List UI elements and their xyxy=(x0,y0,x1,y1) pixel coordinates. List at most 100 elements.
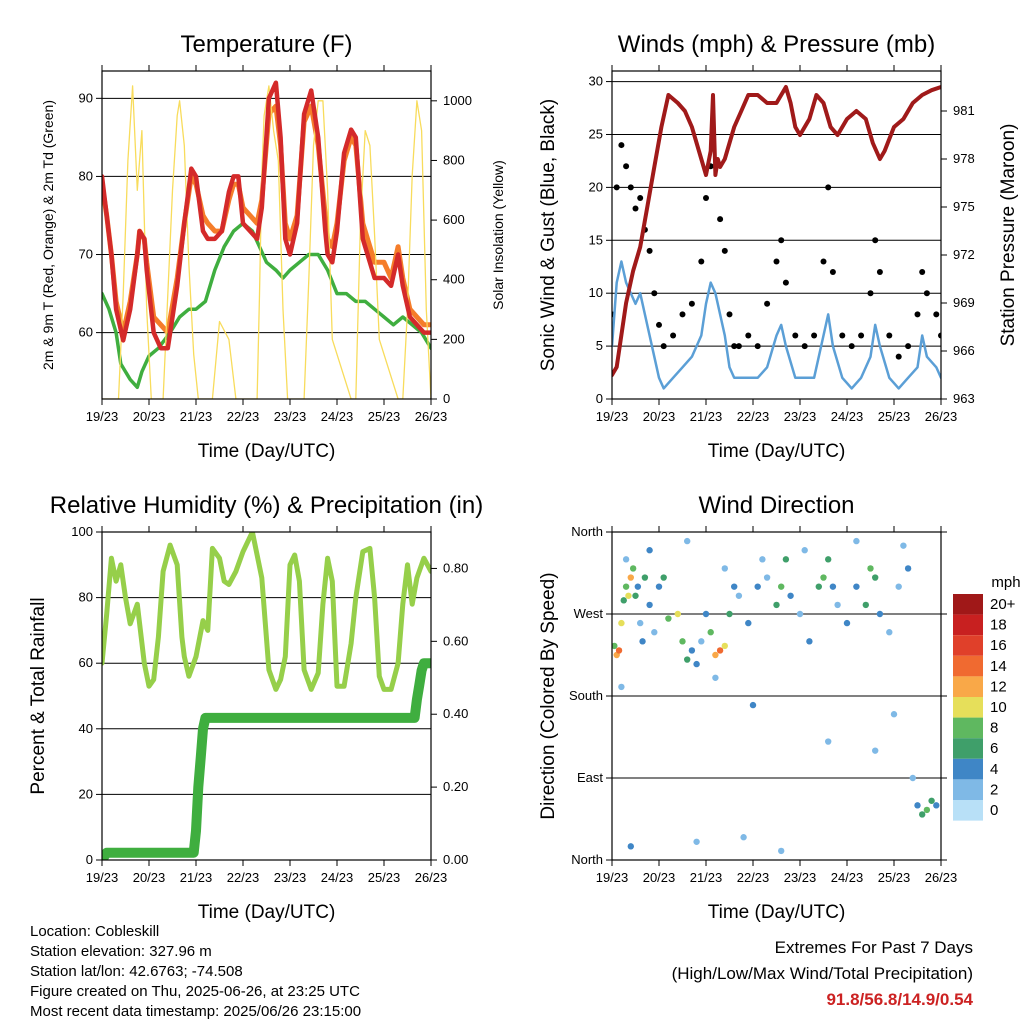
gust-point xyxy=(867,290,874,297)
x-tick-label: 20/23 xyxy=(133,409,166,424)
y2-tick-label: 200 xyxy=(443,331,465,346)
gust-point xyxy=(651,290,658,297)
x-tick-label: 21/23 xyxy=(180,409,213,424)
y2-tick-label: 969 xyxy=(953,295,975,310)
legend-swatch xyxy=(953,697,983,718)
gust-point xyxy=(688,300,695,307)
direction-point xyxy=(876,610,884,618)
t2m-line xyxy=(102,80,431,351)
x-tick-label: 26/23 xyxy=(415,870,448,885)
direction-point xyxy=(919,811,926,818)
direction-point xyxy=(660,574,667,581)
gust-point xyxy=(745,332,752,339)
direction-point xyxy=(853,537,860,545)
y-tick-label: North xyxy=(571,524,603,539)
direction-point xyxy=(684,656,691,663)
y-tick-label: 20 xyxy=(79,786,93,801)
y-axis-label: Direction (Colored By Speed) xyxy=(538,572,559,819)
y2-axis-label: Station Pressure (Maroon) xyxy=(998,124,1019,347)
gust-point xyxy=(876,269,883,276)
x-tick-label: 26/23 xyxy=(925,870,958,885)
gust-point xyxy=(820,258,827,265)
direction-point xyxy=(622,583,630,590)
y2-tick-label: 0.00 xyxy=(443,852,468,867)
direction-point xyxy=(872,574,879,581)
direction-point xyxy=(909,774,916,782)
panel-title: Wind Direction xyxy=(698,492,854,519)
x-tick-label: 23/23 xyxy=(784,409,817,424)
wind-line xyxy=(612,260,941,390)
extremes-values: 91.8/56.8/14.9/0.54 xyxy=(826,990,973,1009)
td-line xyxy=(102,221,431,390)
gust-point xyxy=(670,332,677,339)
elevation-text: Station elevation: 327.96 m xyxy=(30,943,212,960)
speed-legend: mph 20+ 18 16 14 12 10 8 6 4 2 0 xyxy=(953,574,1021,821)
y2-axis-label: Solar Insolation (Yellow) xyxy=(490,160,506,310)
y-tick-label: 25 xyxy=(589,126,603,141)
x-tick-label: 20/23 xyxy=(643,409,676,424)
direction-point xyxy=(721,565,728,572)
plot-frame xyxy=(101,70,432,400)
gust-point xyxy=(923,290,930,297)
direction-point xyxy=(637,619,644,627)
direction-point xyxy=(862,601,869,609)
direction-point xyxy=(872,747,879,754)
direction-point xyxy=(900,542,907,549)
direction-point xyxy=(665,615,672,622)
plot-frame xyxy=(611,70,942,400)
x-tick-label: 21/23 xyxy=(690,409,723,424)
gust-point xyxy=(754,343,761,350)
x-tick-label: 25/23 xyxy=(878,409,911,424)
y-tick-label: 80 xyxy=(79,590,93,605)
gust-point xyxy=(938,332,941,339)
gust-point xyxy=(829,269,836,276)
direction-point xyxy=(698,638,705,645)
x-tick-label: 21/23 xyxy=(690,870,723,885)
panel-3: Relative Humidity (%) & Precipitation (i… xyxy=(28,492,483,923)
direction-point xyxy=(796,610,804,618)
gust-point xyxy=(919,269,926,276)
gust-point xyxy=(703,194,709,201)
y2-tick-label: 966 xyxy=(953,343,975,358)
y-tick-label: North xyxy=(571,852,603,867)
x-tick-label: 19/23 xyxy=(86,409,119,424)
direction-point xyxy=(622,556,630,563)
direction-point xyxy=(820,574,827,581)
gust-point xyxy=(721,247,728,254)
direction-point xyxy=(806,638,813,645)
x-tick-label: 19/23 xyxy=(86,870,119,885)
gust-point xyxy=(825,184,832,191)
direction-point xyxy=(721,642,728,650)
gust-point xyxy=(905,343,912,350)
direction-point xyxy=(904,565,912,572)
gust-point xyxy=(627,184,634,191)
direction-point xyxy=(684,537,691,545)
latlon-text: Station lat/lon: 42.6763; -74.508 xyxy=(30,963,243,980)
direction-point xyxy=(867,565,874,572)
gust-point xyxy=(656,321,662,328)
direction-point xyxy=(641,574,649,581)
y-tick-label: 5 xyxy=(596,338,603,353)
y-tick-label: 30 xyxy=(589,74,603,89)
direction-point xyxy=(716,647,724,654)
gust-point xyxy=(660,343,667,350)
y-tick-label: 10 xyxy=(589,285,603,300)
legend-swatch xyxy=(953,717,983,739)
direction-point xyxy=(731,583,738,590)
direction-point xyxy=(815,583,822,590)
y2-tick-label: 600 xyxy=(443,212,465,227)
x-tick-label: 20/23 xyxy=(133,870,166,885)
y2-tick-label: 0.20 xyxy=(443,779,468,794)
y-axis-label: 2m & 9m T (Red, Orange) & 2m Td (Green) xyxy=(40,100,56,370)
recent-timestamp-text: Most recent data timestamp: 2025/06/26 2… xyxy=(30,1003,362,1020)
direction-point xyxy=(735,592,743,599)
gust-point xyxy=(886,332,893,339)
gust-point xyxy=(773,258,780,265)
precip-line xyxy=(102,658,431,860)
panel-4: Wind Direction North East South West North 19/… xyxy=(538,492,1021,923)
direction-point xyxy=(834,601,841,609)
legend-label: 10 xyxy=(990,699,1007,716)
direction-point xyxy=(801,547,808,554)
direction-point xyxy=(702,610,710,618)
y-tick-label: 40 xyxy=(79,721,93,736)
